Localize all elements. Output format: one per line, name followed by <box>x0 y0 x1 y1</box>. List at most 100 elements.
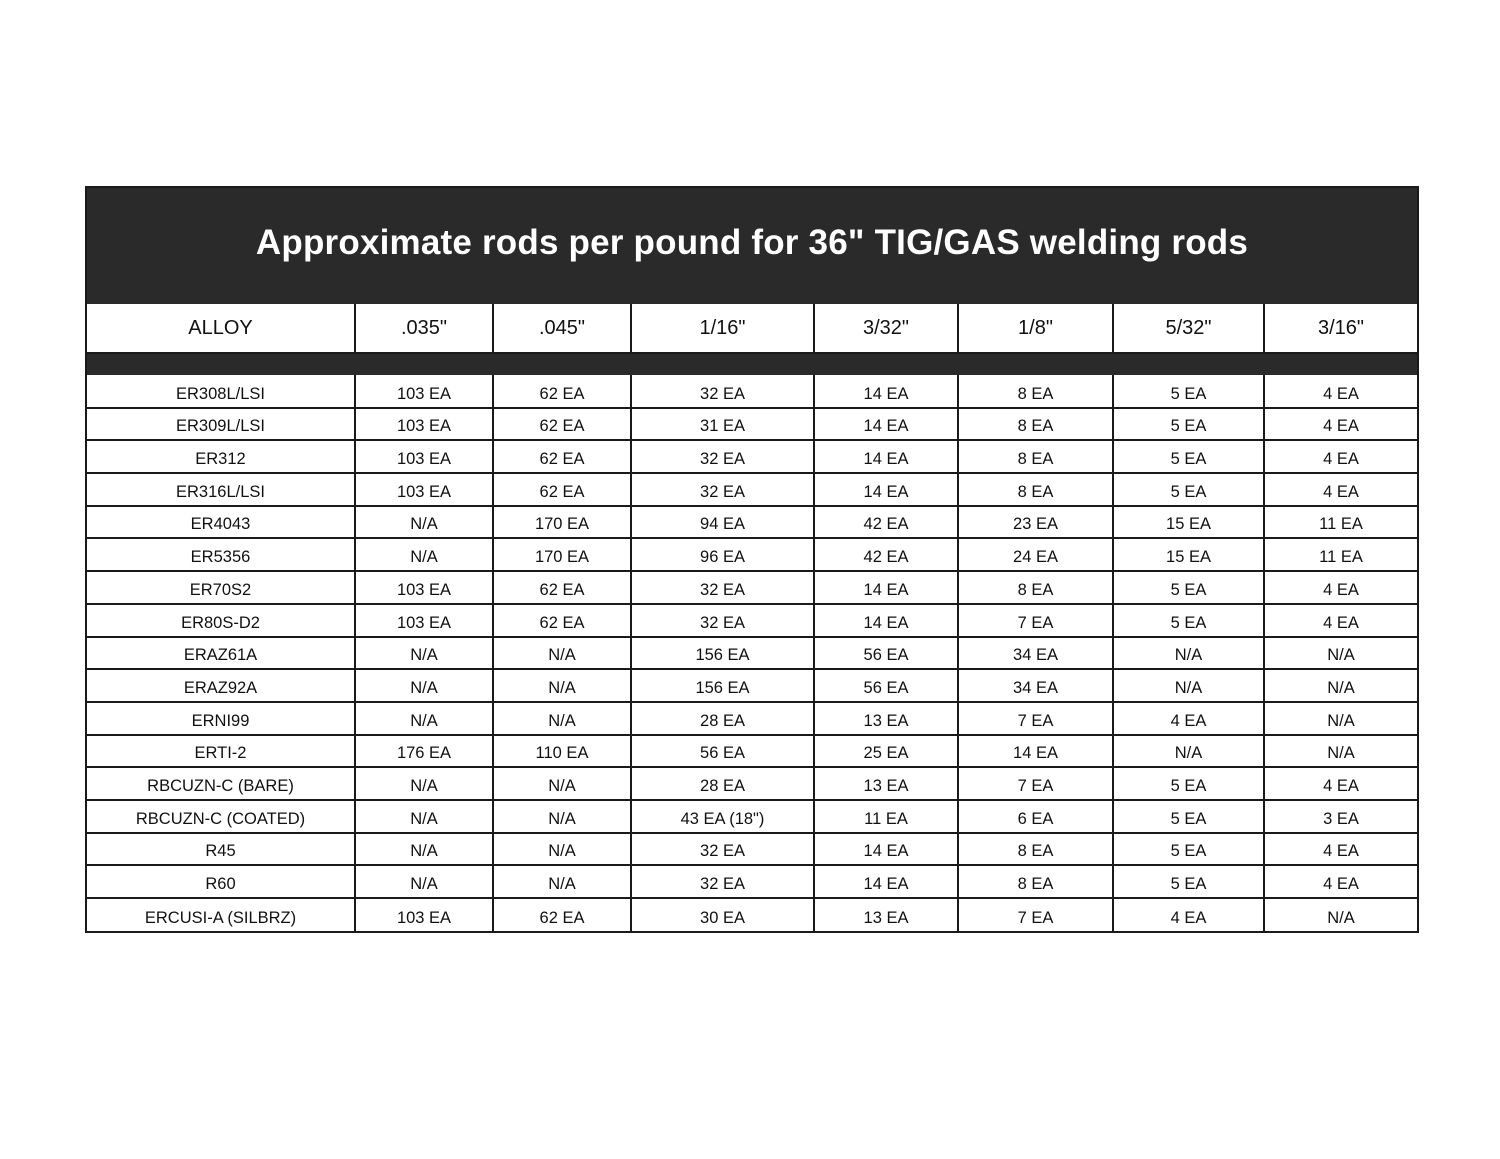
rod-count-cell: 62 EA <box>493 473 632 507</box>
rod-count-cell: N/A <box>493 865 632 899</box>
rod-count-cell: 14 EA <box>814 375 959 409</box>
rod-count-cell: 8 EA <box>958 865 1114 899</box>
rod-count-cell: 103 EA <box>355 440 494 475</box>
rod-count-cell: 42 EA <box>814 505 959 540</box>
rod-count-cell: 4 EA <box>1264 603 1417 638</box>
rod-count-cell: 15 EA <box>1113 538 1265 573</box>
rod-count-cell: 34 EA <box>958 636 1114 671</box>
rods-per-pound-table-card: Approximate rods per pound for 36" TIG/G… <box>85 186 1419 933</box>
rod-count-cell: 103 EA <box>355 473 494 507</box>
divider-band <box>87 353 1417 375</box>
rod-count-cell: 25 EA <box>814 734 959 769</box>
rod-count-cell: 7 EA <box>958 767 1114 801</box>
header-row: ALLOY .035" .045" 1/16" 3/32" 1/8" 5/32"… <box>87 304 1417 354</box>
rod-count-cell: N/A <box>355 538 494 573</box>
table-row: ERAZ61A N/A N/A 156 EA 56 EA 34 EA N/A N/A <box>87 636 1417 671</box>
rod-count-cell: N/A <box>355 505 494 540</box>
rod-count-cell: 176 EA <box>355 734 494 769</box>
rod-count-cell: 32 EA <box>631 473 815 507</box>
rod-count-cell: 94 EA <box>631 505 815 540</box>
rod-count-cell: 8 EA <box>958 832 1114 867</box>
rod-count-cell: 156 EA <box>631 669 815 703</box>
rod-count-cell: 5 EA <box>1113 473 1265 507</box>
rod-count-cell: 4 EA <box>1264 832 1417 867</box>
rod-count-cell: 43 EA (18") <box>631 799 815 834</box>
rod-count-cell: N/A <box>355 636 494 671</box>
rod-count-cell: 32 EA <box>631 832 815 867</box>
column-header-045: .045" <box>492 304 632 354</box>
rod-count-cell: N/A <box>493 767 632 801</box>
table-row: R60 N/A N/A 32 EA 14 EA 8 EA 5 EA 4 EA <box>87 865 1417 899</box>
alloy-cell: ER80S-D2 <box>87 603 356 638</box>
rod-count-cell: 8 EA <box>958 440 1114 475</box>
rod-count-cell: 14 EA <box>814 865 959 899</box>
rod-count-cell: 32 EA <box>631 571 815 605</box>
table-row: ER4043 N/A 170 EA 94 EA 42 EA 23 EA 15 EA 11 EA <box>87 505 1417 540</box>
rod-count-cell: 42 EA <box>814 538 959 573</box>
alloy-cell: ERCUSI-A (SILBRZ) <box>87 898 356 931</box>
rod-count-cell: 8 EA <box>958 375 1114 409</box>
rod-count-cell: 13 EA <box>814 701 959 736</box>
title-bar: Approximate rods per pound for 36" TIG/G… <box>87 188 1417 304</box>
table-row: ER5356 N/A 170 EA 96 EA 42 EA 24 EA 15 EA 11 EA <box>87 538 1417 573</box>
rod-count-cell: 6 EA <box>958 799 1114 834</box>
rod-count-cell: 14 EA <box>814 440 959 475</box>
table-row: ER70S2 103 EA 62 EA 32 EA 14 EA 8 EA 5 EA 4 EA <box>87 571 1417 605</box>
alloy-cell: R60 <box>87 865 356 899</box>
rod-count-cell: N/A <box>1113 636 1265 671</box>
rod-count-cell: 7 EA <box>958 701 1114 736</box>
rods-table: ALLOY .035" .045" 1/16" 3/32" 1/8" 5/32"… <box>87 304 1417 931</box>
rod-count-cell: 4 EA <box>1113 701 1265 736</box>
rod-count-cell: 103 EA <box>355 407 494 442</box>
alloy-cell: RBCUZN-C (BARE) <box>87 767 356 801</box>
alloy-cell: ER4043 <box>87 505 356 540</box>
rod-count-cell: 30 EA <box>631 898 815 931</box>
column-header-035: .035" <box>354 304 494 354</box>
rod-count-cell: 31 EA <box>631 407 815 442</box>
rod-count-cell: 62 EA <box>493 440 632 475</box>
rod-count-cell: N/A <box>493 832 632 867</box>
rod-count-cell: 62 EA <box>493 571 632 605</box>
rod-count-cell: 4 EA <box>1264 375 1417 409</box>
rod-count-cell: 170 EA <box>493 505 632 540</box>
rod-count-cell: 170 EA <box>493 538 632 573</box>
alloy-cell: ERTI-2 <box>87 734 356 769</box>
rod-count-cell: 5 EA <box>1113 799 1265 834</box>
table-row: ER312 103 EA 62 EA 32 EA 14 EA 8 EA 5 EA 4 EA <box>87 440 1417 475</box>
rod-count-cell: N/A <box>493 669 632 703</box>
rod-count-cell: N/A <box>355 669 494 703</box>
alloy-cell: ER5356 <box>87 538 356 573</box>
rod-count-cell: 5 EA <box>1113 865 1265 899</box>
rod-count-cell: 32 EA <box>631 603 815 638</box>
table-row: ERNI99 N/A N/A 28 EA 13 EA 7 EA 4 EA N/A <box>87 701 1417 736</box>
rod-count-cell: 7 EA <box>958 603 1114 638</box>
alloy-cell: ERNI99 <box>87 701 356 736</box>
rod-count-cell: 8 EA <box>958 571 1114 605</box>
rod-count-cell: N/A <box>1264 734 1417 769</box>
rod-count-cell: 13 EA <box>814 898 959 931</box>
rod-count-cell: 14 EA <box>814 473 959 507</box>
rod-count-cell: 156 EA <box>631 636 815 671</box>
rod-count-cell: 34 EA <box>958 669 1114 703</box>
rod-count-cell: 4 EA <box>1264 767 1417 801</box>
column-header-3-32: 3/32" <box>813 304 959 354</box>
column-header-alloy: ALLOY <box>87 304 356 354</box>
column-header-1-16: 1/16" <box>630 304 815 354</box>
alloy-cell: ER308L/LSI <box>87 375 356 409</box>
rod-count-cell: 14 EA <box>814 832 959 867</box>
rod-count-cell: 5 EA <box>1113 407 1265 442</box>
rod-count-cell: 5 EA <box>1113 832 1265 867</box>
rod-count-cell: N/A <box>493 636 632 671</box>
rod-count-cell: 28 EA <box>631 767 815 801</box>
rod-count-cell: 4 EA <box>1264 440 1417 475</box>
rod-count-cell: N/A <box>493 799 632 834</box>
rod-count-cell: 56 EA <box>814 636 959 671</box>
rod-count-cell: 5 EA <box>1113 767 1265 801</box>
header-divider-band <box>87 353 1417 375</box>
table-row: ERCUSI-A (SILBRZ) 103 EA 62 EA 30 EA 13 EA 7 … <box>87 898 1417 931</box>
rod-count-cell: 4 EA <box>1264 571 1417 605</box>
rod-count-cell: 8 EA <box>958 473 1114 507</box>
rod-count-cell: 14 EA <box>814 407 959 442</box>
table-row: RBCUZN-C (BARE) N/A N/A 28 EA 13 EA 7 EA 5 EA 4… <box>87 767 1417 801</box>
table-body: ER308L/LSI 103 EA 62 EA 32 EA 14 EA 8 EA 5 EA 4… <box>87 353 1417 931</box>
